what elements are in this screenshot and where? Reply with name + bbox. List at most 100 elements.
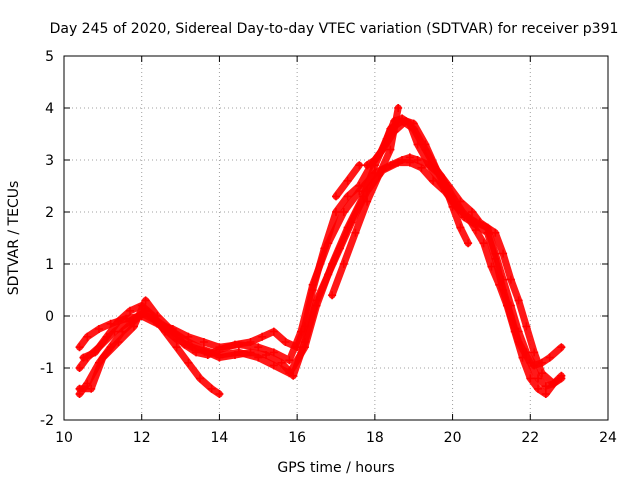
data-point	[386, 124, 395, 133]
data-point	[374, 171, 383, 180]
data-point	[246, 338, 255, 346]
data-point	[386, 145, 395, 154]
data-point	[192, 348, 201, 357]
data-point	[355, 161, 364, 170]
data-point	[479, 239, 488, 248]
data-point	[332, 192, 340, 201]
y-tick-label: 0	[45, 309, 54, 325]
data-point	[196, 374, 204, 383]
data-point	[394, 158, 403, 167]
data-point	[75, 364, 84, 372]
data-point	[102, 332, 111, 341]
data-point	[347, 218, 356, 227]
data-point	[471, 226, 480, 235]
data-point	[405, 158, 414, 167]
data-point	[324, 270, 333, 279]
data-point	[363, 197, 372, 206]
data-point	[207, 384, 216, 393]
data-point	[269, 327, 278, 336]
x-tick-label: 12	[133, 430, 151, 446]
data-point	[79, 353, 88, 362]
data-point	[343, 192, 352, 201]
data-point	[398, 117, 407, 125]
data-point	[549, 379, 558, 388]
plot-frame	[63, 55, 609, 421]
y-tick-label: 3	[45, 153, 54, 169]
data-point	[378, 145, 387, 154]
x-tick-label: 22	[521, 430, 539, 446]
data-point	[215, 390, 224, 398]
data-point	[320, 244, 329, 253]
data-point	[262, 351, 271, 359]
data-point	[199, 338, 208, 346]
data-point	[141, 296, 150, 305]
data-point	[168, 327, 177, 336]
data-point	[421, 145, 430, 154]
data-point	[514, 296, 523, 305]
data-point	[518, 353, 527, 362]
data-point	[277, 358, 286, 367]
data-point	[475, 218, 484, 227]
data-point	[491, 254, 500, 263]
data-point	[293, 343, 302, 352]
data-point	[246, 348, 255, 357]
data-point	[300, 322, 309, 331]
x-tick-label: 14	[211, 430, 229, 446]
data-point	[98, 353, 107, 362]
data-point	[495, 280, 504, 289]
data-point	[87, 384, 96, 393]
data-point	[499, 249, 508, 258]
chart-title: Day 245 of 2020, Sidereal Day-to-day VTE…	[50, 21, 619, 37]
data-point	[557, 343, 566, 352]
data-point	[429, 176, 438, 185]
data-point	[114, 338, 123, 346]
y-tick-label: 2	[45, 205, 54, 221]
data-point	[433, 166, 442, 175]
data-point	[75, 384, 84, 393]
data-point	[172, 343, 181, 352]
data-point	[464, 239, 473, 248]
data-point	[129, 322, 138, 331]
data-point	[328, 291, 337, 300]
data-point	[126, 306, 135, 315]
x-tick-label: 18	[366, 430, 384, 446]
data-point	[230, 340, 239, 349]
y-axis-label: SDTVAR / TECUs	[6, 181, 22, 296]
data-point	[149, 312, 158, 320]
data-point	[83, 332, 92, 341]
data-point	[254, 343, 263, 352]
data-point	[557, 374, 566, 383]
y-tick-label: 4	[45, 101, 54, 117]
data-point	[308, 286, 317, 294]
data-point	[355, 182, 364, 190]
data-point	[75, 343, 84, 352]
data-point	[161, 327, 170, 336]
x-tick-label: 10	[55, 430, 73, 446]
data-point	[114, 317, 123, 326]
data-point	[94, 325, 103, 333]
data-point	[184, 358, 193, 367]
data-point	[370, 156, 379, 164]
data-point	[506, 275, 515, 284]
data-point	[203, 351, 212, 359]
data-point	[522, 322, 531, 331]
data-point	[351, 228, 360, 237]
data-point	[289, 371, 298, 380]
data-point	[339, 208, 348, 216]
data-point	[343, 176, 352, 185]
data-point	[332, 208, 340, 216]
y-tick-label: -2	[40, 413, 54, 429]
data-point	[537, 369, 546, 378]
data-point	[530, 348, 539, 357]
data-point	[448, 202, 457, 211]
data-point	[215, 353, 224, 362]
data-point	[335, 244, 344, 253]
data-point	[281, 338, 290, 346]
y-tick-label: 5	[45, 49, 54, 65]
data-point	[534, 384, 543, 393]
y-tick-label: 1	[45, 257, 54, 273]
data-point	[137, 301, 146, 310]
x-tick-label: 16	[288, 430, 306, 446]
data-point	[464, 213, 473, 222]
